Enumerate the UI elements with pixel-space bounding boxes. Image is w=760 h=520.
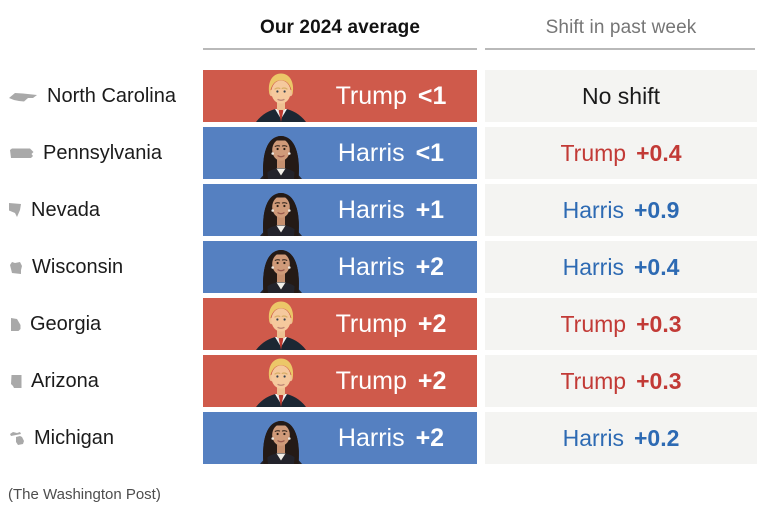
shift-cell: No shift [485, 70, 757, 122]
average-text: Harris +1 [307, 184, 475, 236]
average-bar: Trump +2 [203, 355, 477, 407]
no-shift-text: No shift [582, 82, 660, 109]
average-margin: +2 [415, 423, 445, 452]
average-leader: Harris [337, 195, 405, 224]
state-label: Nevada [8, 184, 100, 236]
average-leader: Harris [337, 252, 405, 281]
state-label: North Carolina [8, 70, 176, 122]
average-bar: Harris +1 [203, 184, 477, 236]
shift-leader: Harris [562, 253, 624, 280]
arizona-state-icon [11, 374, 22, 388]
average-margin: +2 [417, 366, 447, 395]
georgia-state-icon [11, 317, 21, 331]
shift-value: +0.3 [636, 367, 682, 394]
average-margin: +1 [415, 195, 445, 224]
pennsylvania-state-icon [10, 148, 34, 158]
table-row: Wisconsin Harris +2 Harris +0.4 [0, 241, 760, 293]
average-text: Trump <1 [307, 70, 475, 122]
column-header-shift: Shift in past week [545, 17, 697, 38]
average-text: Trump +2 [307, 355, 475, 407]
shift-cell: Trump +0.4 [485, 127, 757, 179]
average-bar: Trump +2 [203, 298, 477, 350]
state-label: Arizona [8, 355, 99, 407]
average-text: Harris +2 [307, 241, 475, 293]
shift-value: +0.9 [633, 196, 680, 223]
state-name: Wisconsin [32, 255, 124, 278]
average-margin: <1 [417, 81, 447, 110]
average-leader: Harris [337, 138, 405, 167]
shift-value: +0.3 [636, 310, 682, 337]
average-text: Harris +2 [307, 412, 475, 464]
shift-cell: Harris +0.9 [485, 184, 757, 236]
average-leader: Harris [337, 423, 405, 452]
harris-portrait [260, 250, 302, 293]
nevada-state-icon [9, 203, 21, 217]
state-name: Pennsylvania [43, 141, 162, 164]
column-header-average: Our 2024 average [259, 17, 421, 38]
average-margin: +2 [417, 309, 447, 338]
state-name: Michigan [34, 426, 115, 449]
table-row: Nevada Harris +1 Harris +0.9 [0, 184, 760, 236]
average-text: Harris <1 [307, 127, 475, 179]
harris-portrait [260, 193, 302, 236]
state-name: Georgia [30, 312, 102, 335]
average-bar: Harris +2 [203, 412, 477, 464]
average-bar: Harris <1 [203, 127, 477, 179]
shift-leader: Harris [562, 424, 624, 451]
table-row: Georgia Trump +2 Trump +0.3 [0, 298, 760, 350]
shift-cell: Harris +0.2 [485, 412, 757, 464]
source-credit: (The Washington Post) [8, 486, 161, 503]
state-label: Michigan [8, 412, 114, 464]
table-row: North Carolina Trump <1 No shift [0, 70, 760, 122]
shift-cell: Harris +0.4 [485, 241, 757, 293]
trump-portrait [256, 73, 306, 122]
north-carolina-state-icon [9, 92, 37, 101]
average-leader: Trump [335, 81, 407, 110]
state-label: Wisconsin [8, 241, 123, 293]
shift-leader: Harris [562, 196, 624, 223]
shift-column-underline [485, 48, 755, 50]
shift-value: +0.2 [633, 424, 680, 451]
state-name: North Carolina [47, 84, 176, 107]
harris-portrait [260, 136, 302, 179]
shift-value: +0.4 [633, 253, 680, 280]
shift-cell: Trump +0.3 [485, 355, 757, 407]
average-column-underline [203, 48, 477, 50]
state-name: Arizona [31, 369, 99, 392]
state-label: Georgia [8, 298, 101, 350]
table-row: Pennsylvania Harris <1 Trump +0.4 [0, 127, 760, 179]
trump-portrait [256, 358, 306, 407]
average-margin: <1 [415, 138, 445, 167]
shift-value: +0.4 [636, 139, 682, 166]
shift-leader: Trump [560, 367, 627, 394]
harris-portrait [260, 421, 302, 464]
state-label: Pennsylvania [8, 127, 162, 179]
average-bar: Trump <1 [203, 70, 477, 122]
shift-cell: Trump +0.3 [485, 298, 757, 350]
table-row: Arizona Trump +2 Trump +0.3 [0, 355, 760, 407]
trump-portrait [256, 301, 306, 350]
average-margin: +2 [415, 252, 445, 281]
state-name: Nevada [31, 198, 100, 221]
michigan-state-icon [10, 432, 24, 445]
table-row: Michigan Harris +2 Harris +0.2 [0, 412, 760, 464]
average-leader: Trump [335, 366, 407, 395]
average-bar: Harris +2 [203, 241, 477, 293]
shift-leader: Trump [560, 310, 627, 337]
average-leader: Trump [335, 309, 407, 338]
wisconsin-state-icon [10, 261, 22, 274]
average-text: Trump +2 [307, 298, 475, 350]
shift-leader: Trump [560, 139, 627, 166]
